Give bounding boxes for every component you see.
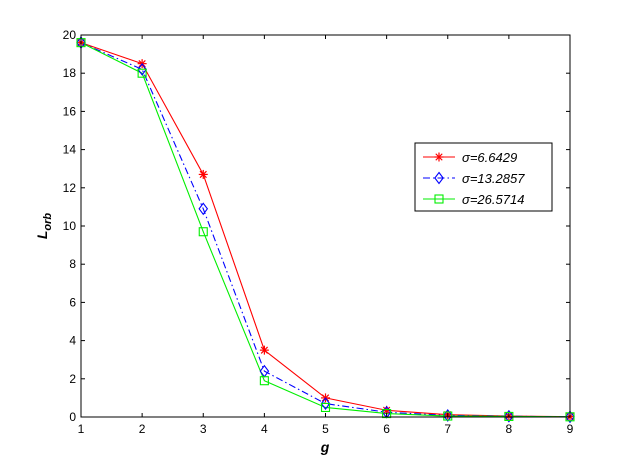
x-tick-label: 9 [567,422,574,436]
y-axis-label-main: L [34,231,50,240]
x-tick-label: 7 [444,422,451,436]
y-tick-label: 18 [63,66,77,80]
x-tick-label: 3 [200,422,207,436]
y-tick-label: 2 [69,372,76,386]
series-3-point-5 [320,402,331,413]
plot-lines [76,36,575,424]
y-tick-label: 6 [69,295,76,309]
series-3-point-4 [259,376,269,386]
series-3-point-7 [443,411,453,421]
x-axis-label: g [320,439,330,455]
series-2-point-2 [137,62,147,76]
series-1-point-4 [259,345,269,355]
y-tick-label: 10 [63,219,77,233]
legend-label-3: σ=26.5714 [462,192,524,207]
x-tick-label: 8 [506,422,513,436]
y-tick-label: 4 [69,334,76,348]
series-1-point-3 [198,169,208,179]
y-tick-label: 14 [63,143,77,157]
y-axis-label-sub: orb [42,213,54,231]
series-2-point-7 [442,409,453,422]
y-tick-label: 16 [63,104,77,118]
x-tick-label: 2 [139,422,146,436]
legend: σ=6.6429 σ=13.2857 σ=26.5714 [414,142,553,212]
legend-marker-3 [434,194,444,204]
x-tick-label: 1 [78,422,85,436]
y-ticks: 0 2 4 6 8 10 12 14 16 18 20 [63,28,570,424]
series-3-point-6 [382,409,392,419]
series-3-point-2 [137,68,147,78]
series-2-point-9 [565,410,575,424]
legend-label-2: σ=13.2857 [462,171,525,186]
series-2-point-3 [198,202,209,216]
y-tick-label: 0 [69,410,76,424]
y-tick-label: 8 [69,257,76,271]
legend-box [414,142,553,212]
x-tick-label: 4 [261,422,268,436]
legend-marker-1 [434,152,444,162]
y-axis-label: Lorb [34,213,54,240]
series-3-point-3 [198,227,208,237]
x-tick-label: 5 [322,422,329,436]
x-ticks: 1 2 3 4 5 6 7 8 9 [78,35,574,436]
y-tick-label: 20 [63,28,77,42]
series-3-point-8 [504,411,514,421]
x-tick-label: 6 [383,422,390,436]
series-line-3 [80,42,571,418]
series-2-point-5 [320,397,331,411]
legend-label-1: σ=6.6429 [462,150,517,165]
y-tick-label: 12 [63,181,77,195]
plot-area [81,35,570,417]
series-2-point-8 [504,409,514,423]
legend-marker-2 [434,171,444,185]
